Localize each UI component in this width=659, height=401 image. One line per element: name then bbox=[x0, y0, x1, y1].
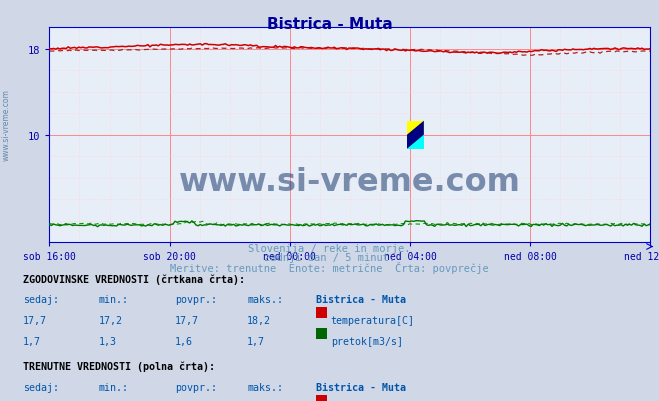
Text: 1,3: 1,3 bbox=[99, 336, 117, 346]
FancyBboxPatch shape bbox=[407, 122, 424, 135]
Text: zadnji dan / 5 minut.: zadnji dan / 5 minut. bbox=[264, 253, 395, 263]
Text: 18,2: 18,2 bbox=[247, 315, 271, 325]
Text: 1,6: 1,6 bbox=[175, 336, 192, 346]
Text: Slovenija / reke in morje.: Slovenija / reke in morje. bbox=[248, 244, 411, 254]
Text: Meritve: trenutne  Enote: metrične  Črta: povprečje: Meritve: trenutne Enote: metrične Črta: … bbox=[170, 261, 489, 273]
Text: 17,2: 17,2 bbox=[99, 315, 123, 325]
Text: 17,7: 17,7 bbox=[23, 315, 47, 325]
Text: povpr.:: povpr.: bbox=[175, 382, 217, 392]
Text: povpr.:: povpr.: bbox=[175, 294, 217, 304]
Text: min.:: min.: bbox=[99, 382, 129, 392]
Text: TRENUTNE VREDNOSTI (polna črta):: TRENUTNE VREDNOSTI (polna črta): bbox=[23, 361, 215, 371]
Text: 17,7: 17,7 bbox=[175, 315, 198, 325]
Text: pretok[m3/s]: pretok[m3/s] bbox=[331, 336, 403, 346]
Text: Bistrica - Muta: Bistrica - Muta bbox=[267, 17, 392, 32]
Text: Bistrica - Muta: Bistrica - Muta bbox=[316, 294, 407, 304]
Polygon shape bbox=[407, 122, 424, 149]
Text: www.si-vreme.com: www.si-vreme.com bbox=[179, 167, 521, 198]
Text: 1,7: 1,7 bbox=[247, 336, 265, 346]
Text: sedaj:: sedaj: bbox=[23, 382, 59, 392]
FancyBboxPatch shape bbox=[407, 135, 424, 149]
Text: temperatura[C]: temperatura[C] bbox=[331, 315, 415, 325]
Text: min.:: min.: bbox=[99, 294, 129, 304]
Text: maks.:: maks.: bbox=[247, 294, 283, 304]
Text: Bistrica - Muta: Bistrica - Muta bbox=[316, 382, 407, 392]
Text: sedaj:: sedaj: bbox=[23, 294, 59, 304]
Text: 1,7: 1,7 bbox=[23, 336, 41, 346]
Text: www.si-vreme.com: www.si-vreme.com bbox=[2, 89, 11, 160]
Text: maks.:: maks.: bbox=[247, 382, 283, 392]
Text: ZGODOVINSKE VREDNOSTI (črtkana črta):: ZGODOVINSKE VREDNOSTI (črtkana črta): bbox=[23, 273, 245, 284]
